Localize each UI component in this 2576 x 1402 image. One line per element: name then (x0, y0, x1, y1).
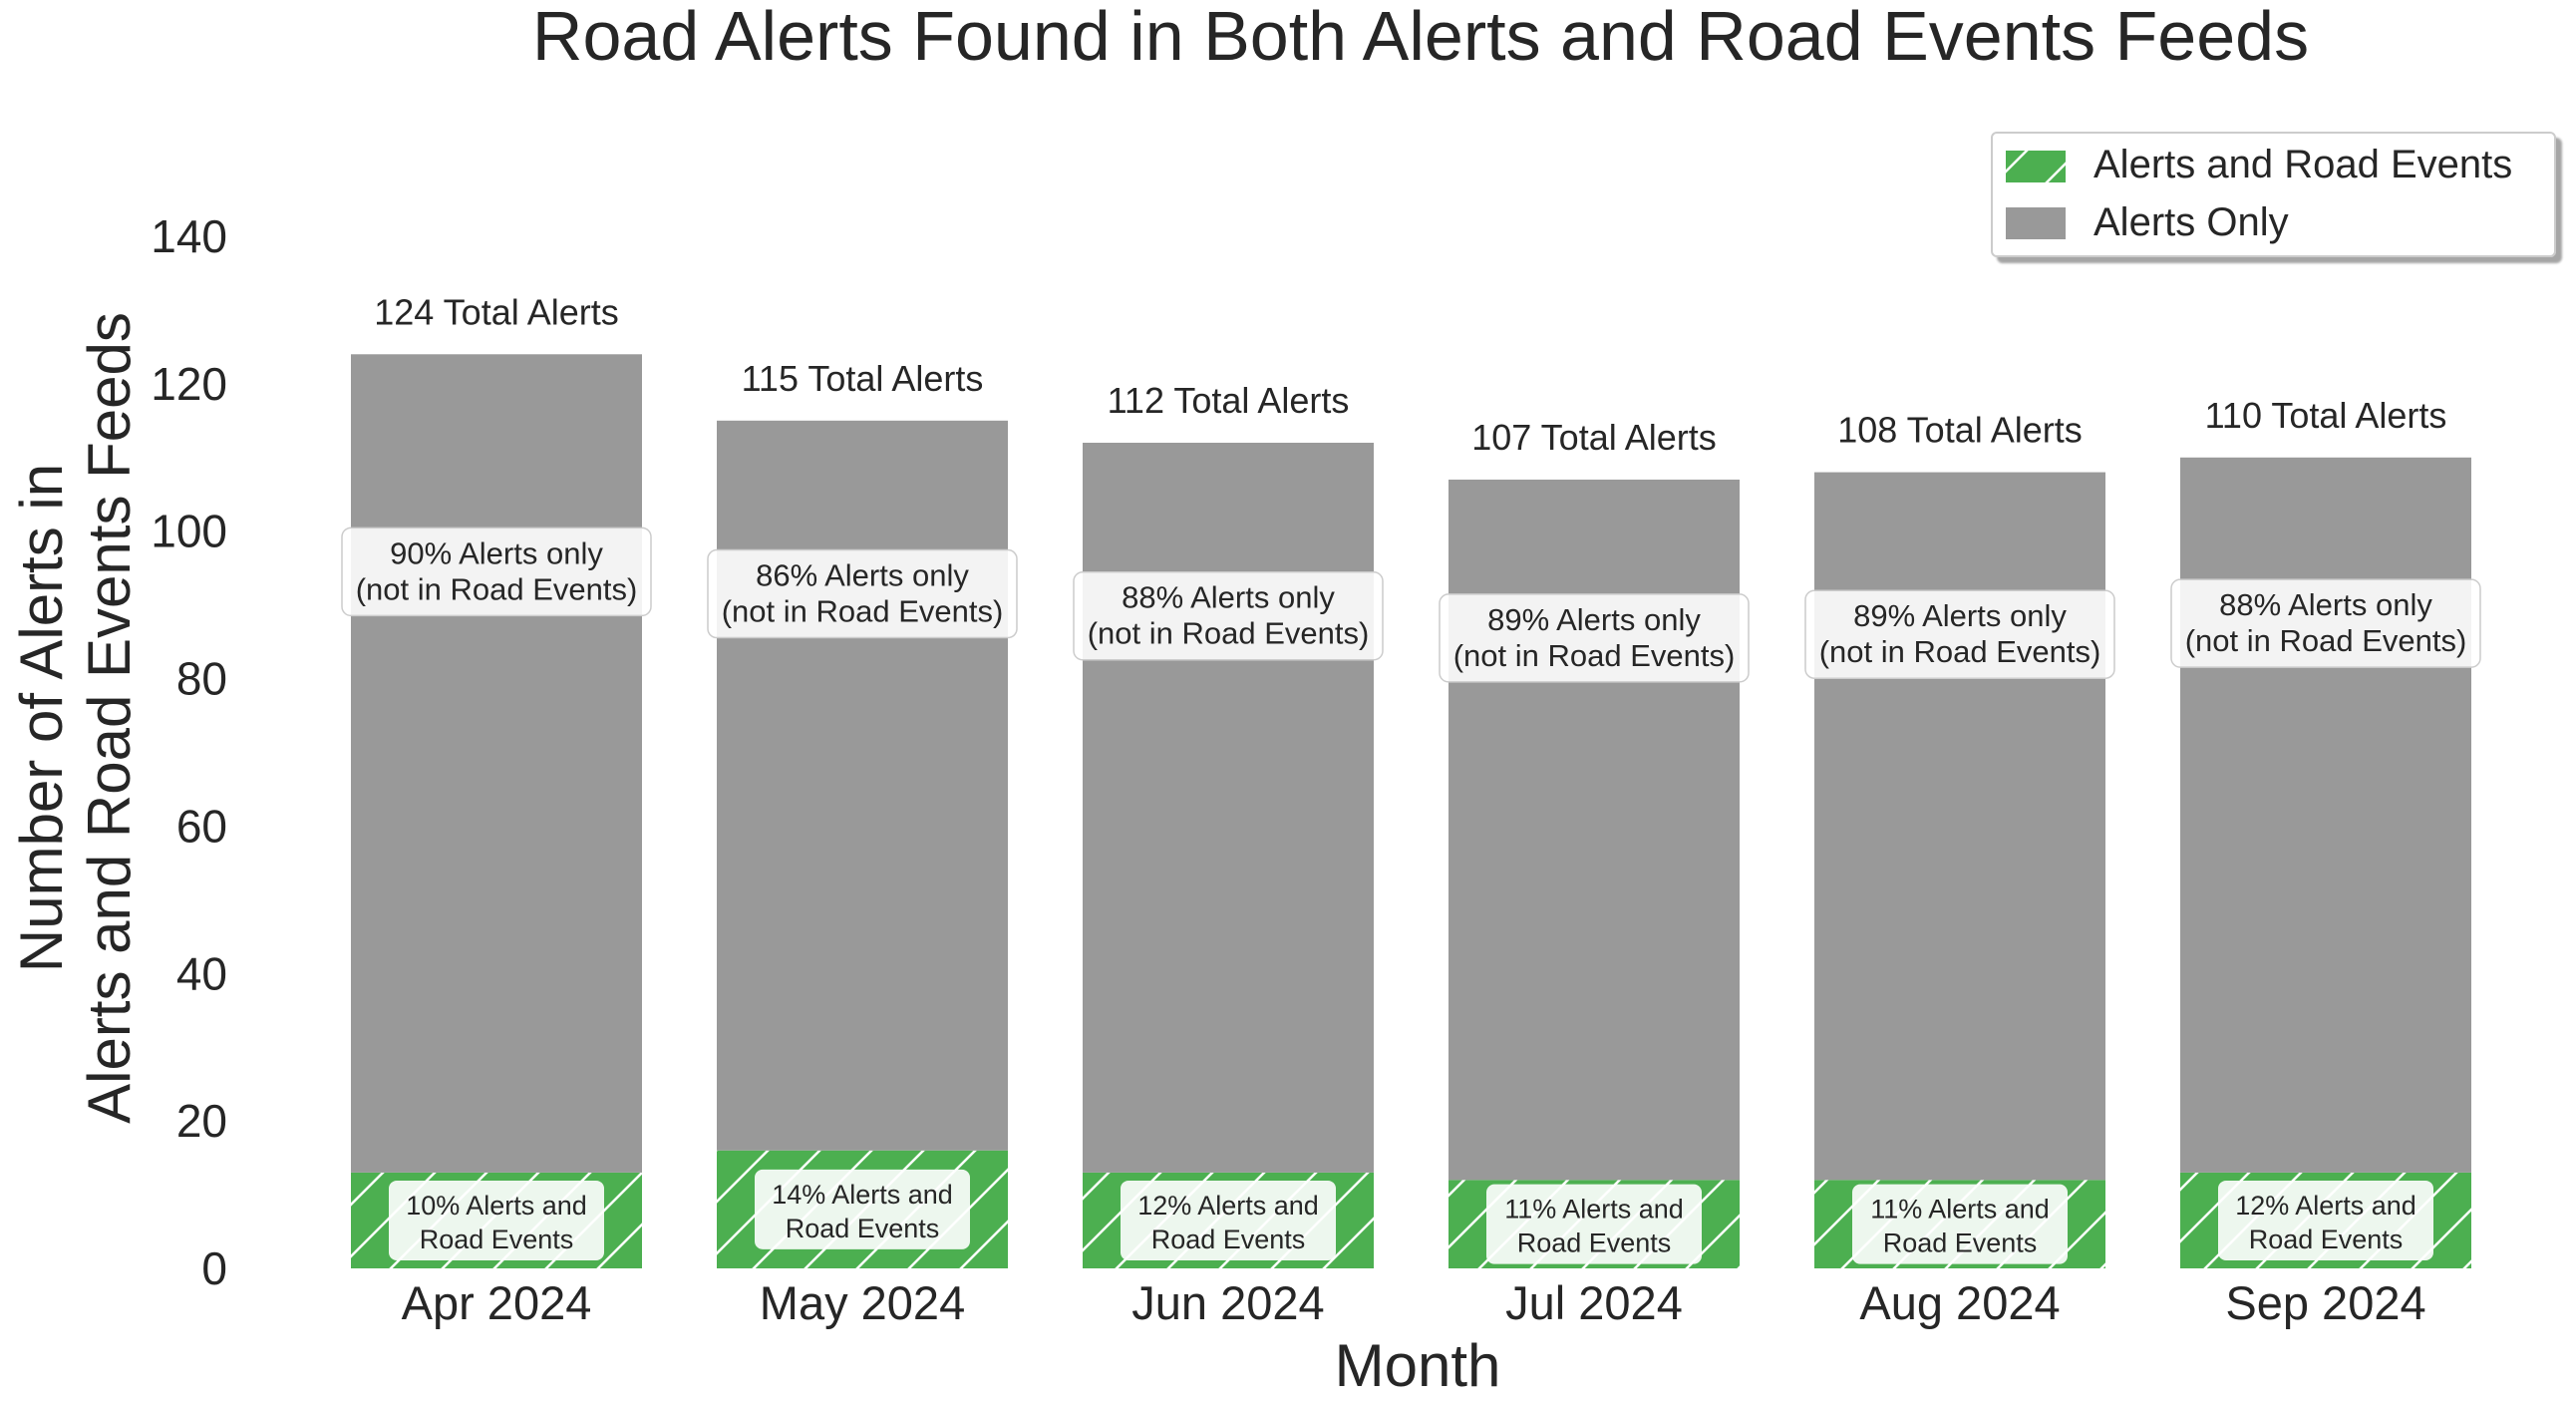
y-tick-label: 120 (151, 358, 227, 410)
y-tick-label: 60 (176, 800, 227, 852)
total-label: 124 Total Alerts (374, 291, 619, 332)
alerts-and-road-events-label: Road Events (420, 1225, 574, 1254)
x-tick-label: Jun 2024 (1131, 1276, 1324, 1329)
y-tick-label: 100 (151, 506, 227, 557)
alerts-only-label: 88% Alerts only (2219, 587, 2432, 622)
bar-alerts-only (1083, 443, 1374, 1173)
total-label: 108 Total Alerts (1837, 410, 2083, 451)
alerts-only-label-box (2170, 578, 2481, 668)
alerts-and-road-events-label-box (1486, 1184, 1702, 1264)
alerts-and-road-events-label-box (755, 1169, 970, 1249)
legend-label-alerts-and-road-events: Alerts and Road Events (2093, 143, 2512, 186)
y-tick-label: 0 (201, 1242, 227, 1294)
bar-alerts-only (351, 354, 642, 1173)
y-tick-label: 40 (176, 947, 227, 999)
alerts-only-label-box (707, 548, 1018, 639)
total-label: 112 Total Alerts (1108, 380, 1350, 421)
x-tick-label: Aug 2024 (1859, 1276, 2060, 1329)
x-tick-label: Apr 2024 (402, 1276, 592, 1329)
x-tick-label: Jul 2024 (1505, 1276, 1683, 1329)
alerts-only-label-box (1439, 593, 1750, 683)
alerts-and-road-events-label: Road Events (786, 1214, 940, 1243)
alerts-only-label-box (341, 526, 652, 617)
alerts-only-label: (not in Road Events) (722, 594, 1004, 629)
alerts-and-road-events-label-box (1121, 1180, 1336, 1260)
bars (351, 354, 2471, 1268)
alerts-only-label: 89% Alerts only (1487, 602, 1701, 637)
bar-alerts-only (2180, 457, 2471, 1173)
alerts-and-road-events-label-box (1852, 1184, 2068, 1264)
alerts-and-road-events-label: 14% Alerts and (772, 1180, 953, 1210)
total-label: 110 Total Alerts (2205, 395, 2447, 436)
alerts-only-label-box (1073, 570, 1384, 661)
x-axis-title: Month (1335, 1332, 1501, 1399)
alerts-only-label: 86% Alerts only (756, 558, 969, 593)
alerts-only-label: 89% Alerts only (1853, 598, 2067, 633)
alerts-only-label: (not in Road Events) (1819, 634, 2101, 669)
y-axis-title-line-2: Alerts and Road Events Feeds (76, 312, 143, 1124)
alerts-and-road-events-label-box (389, 1180, 604, 1260)
chart-title: Road Alerts Found in Both Alerts and Roa… (532, 0, 2309, 75)
alerts-and-road-events-label: Road Events (1151, 1225, 1306, 1254)
bar-alerts-only (717, 420, 1008, 1151)
alerts-only-label: 88% Alerts only (1122, 580, 1335, 615)
legend-swatch-alerts-only (2006, 207, 2066, 239)
alerts-and-road-events-label: Road Events (1883, 1228, 2038, 1258)
alerts-and-road-events-label: 11% Alerts and (1504, 1195, 1684, 1225)
alerts-and-road-events-label: Road Events (1517, 1228, 1672, 1258)
alerts-only-label: (not in Road Events) (1453, 638, 1736, 673)
alerts-and-road-events-label: 12% Alerts and (1137, 1191, 1319, 1221)
legend-frame (1991, 132, 2556, 257)
alerts-only-label: (not in Road Events) (1088, 616, 1370, 651)
y-axis-title-line-1: Number of Alerts in (8, 464, 75, 972)
legend-label-alerts-only: Alerts Only (2093, 200, 2289, 244)
x-tick-label: Sep 2024 (2225, 1276, 2425, 1329)
total-label: 115 Total Alerts (742, 358, 984, 399)
alerts-only-label: 90% Alerts only (390, 535, 603, 570)
alerts-only-label: (not in Road Events) (2185, 623, 2467, 658)
x-axis-ticks: Apr 2024 May 2024 Jun 2024 Jul 2024 Aug 2024… (402, 1276, 2426, 1329)
legend-swatch-hatch (2006, 151, 2066, 182)
alerts-and-road-events-label: 12% Alerts and (2235, 1191, 2416, 1221)
alerts-only-label-box (1804, 589, 2115, 679)
alerts-and-road-events-label-box (2218, 1180, 2433, 1260)
alerts-and-road-events-label: Road Events (2249, 1225, 2404, 1254)
y-tick-label: 140 (151, 210, 227, 262)
y-tick-label: 80 (176, 653, 227, 705)
alerts-only-label: (not in Road Events) (356, 571, 638, 606)
y-tick-label: 20 (176, 1095, 227, 1147)
bar-alerts-only (1449, 479, 1740, 1181)
legend: Alerts and Road Events Alerts Only (1991, 132, 2556, 257)
y-axis-ticks: 0 20 40 60 80 100 120 140 (151, 210, 227, 1294)
alerts-and-road-events-label: 11% Alerts and (1870, 1195, 2050, 1225)
alerts-and-road-events-label: 10% Alerts and (406, 1191, 587, 1221)
bar-alerts-only (1814, 472, 2105, 1181)
x-tick-label: May 2024 (760, 1276, 965, 1329)
total-label: 107 Total Alerts (1471, 417, 1717, 458)
